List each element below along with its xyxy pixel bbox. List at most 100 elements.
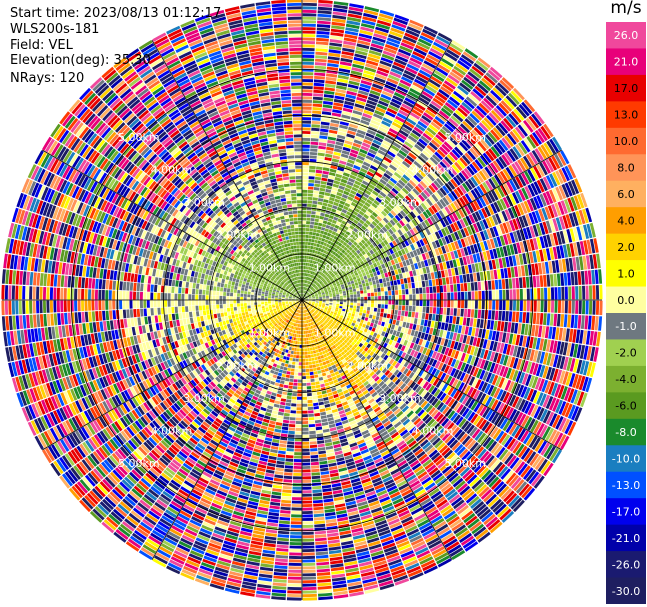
range-gate [317,152,325,157]
range-gate [330,361,335,366]
range-gate [515,277,520,289]
range-gate [390,27,405,35]
range-gate [302,27,316,31]
range-gate [524,324,529,336]
range-gate [357,294,361,297]
range-gate [306,292,309,296]
range-gate [316,283,320,287]
range-gate [395,305,399,310]
range-gate [317,240,321,244]
range-gate [334,92,346,97]
range-gate [392,20,407,29]
range-gate [366,321,371,326]
range-gate [364,135,374,142]
range-gate [389,71,402,79]
range-gate [388,228,394,235]
range-gate [370,193,377,199]
range-gate [302,155,310,159]
range-gate [352,198,359,204]
range-gate [369,273,374,278]
range-gate [302,89,313,93]
range-gate [425,280,429,287]
range-gate [317,201,323,206]
range-gate [410,276,415,283]
range-gate [335,292,339,295]
range-gate [305,273,308,277]
range-gate [426,54,440,63]
range-gate [406,138,416,146]
range-gate [505,95,518,108]
range-gate [309,286,312,289]
range-gate [414,185,423,194]
range-gate [502,289,506,300]
range-gate [389,101,401,109]
range-gate [320,121,330,126]
range-gate [382,277,386,283]
range-gate [314,65,327,70]
range-gate [381,120,391,128]
range-gate [377,194,385,201]
range-gate [316,366,321,371]
range-gate [363,306,367,311]
range-gate [310,382,316,386]
range-gate [332,155,341,160]
range-gate [357,189,364,195]
range-gate [306,284,308,288]
range-gate [412,306,416,312]
range-gate [361,164,369,171]
range-gate [345,27,359,33]
range-gate [349,305,353,308]
range-gate [308,361,313,365]
range-gate [370,119,381,126]
range-gate [366,199,373,205]
range-gate [354,180,362,186]
range-gate [574,314,578,329]
range-gate [311,361,316,365]
range-gate [382,217,389,224]
range-gate [419,293,423,300]
range-gate [326,374,332,379]
range-gate [338,234,343,239]
range-gate [308,256,312,260]
range-gate [346,133,355,139]
range-gate [419,152,429,161]
range-gate [409,294,413,300]
range-gate [488,300,492,310]
range-gate [343,233,349,239]
range-gate [311,124,320,128]
range-gate [307,293,310,296]
range-gate [333,8,348,13]
range-gate [325,188,332,193]
range-gate [364,300,368,304]
range-gate [577,271,582,285]
range-gate [428,51,442,60]
range-gate [392,330,397,336]
range-gate [309,291,313,294]
range-gate [339,252,344,257]
range-gate [333,102,344,107]
range-gate [302,196,308,200]
range-gate [311,260,315,264]
range-gate [307,249,310,253]
range-gate [402,73,415,81]
range-gate [358,247,364,252]
range-gate [430,100,442,110]
range-gate [550,287,555,300]
range-gate [367,208,374,214]
range-gate [345,263,350,268]
range-gate [427,273,432,280]
range-gate [310,354,314,358]
range-gate [324,192,331,197]
range-gate [373,174,381,181]
range-gate [429,156,439,166]
range-gate [314,176,322,181]
range-gate [398,295,402,300]
range-gate [322,234,327,239]
range-gate [348,233,354,238]
range-gate [309,231,313,235]
range-gate [505,278,509,289]
range-gate [313,82,325,87]
range-gate [393,185,401,192]
range-gate [556,313,561,327]
range-gate [383,313,387,318]
